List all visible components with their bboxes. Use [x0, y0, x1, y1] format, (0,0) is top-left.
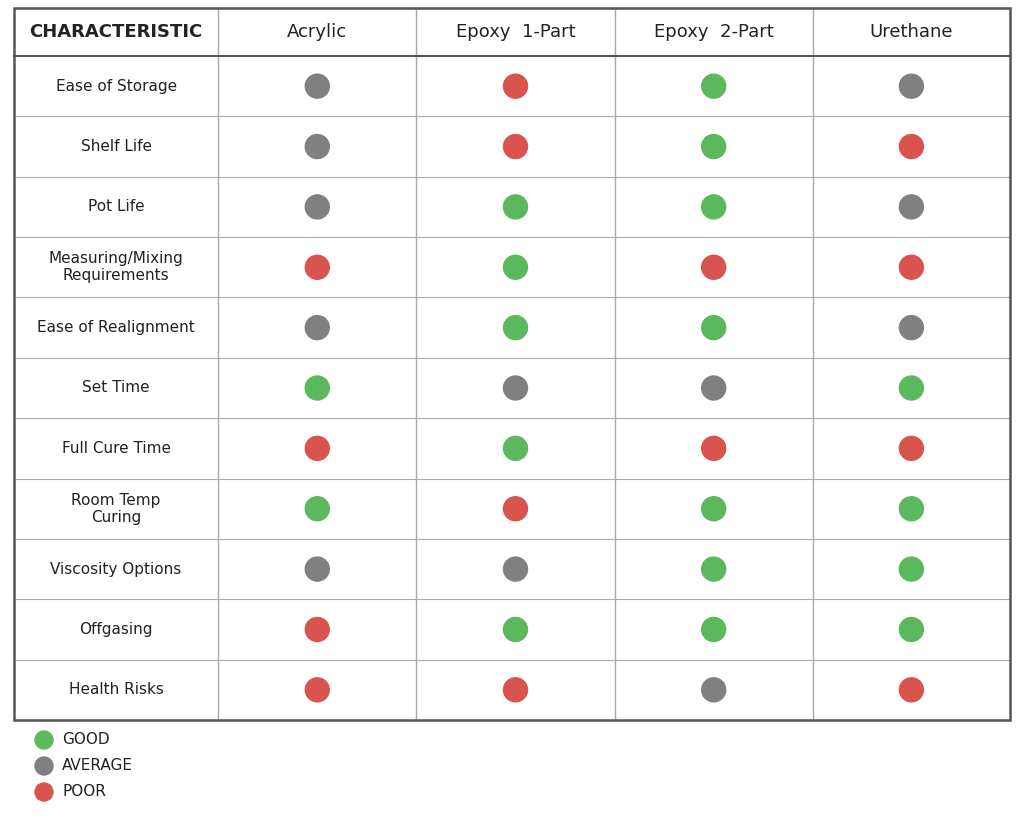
- Circle shape: [899, 678, 924, 702]
- Circle shape: [701, 557, 726, 581]
- Circle shape: [899, 436, 924, 460]
- Text: Set Time: Set Time: [82, 380, 150, 395]
- Text: POOR: POOR: [62, 785, 105, 800]
- Circle shape: [899, 557, 924, 581]
- Circle shape: [899, 255, 924, 280]
- Circle shape: [305, 255, 330, 280]
- Circle shape: [701, 74, 726, 98]
- Text: Epoxy  1-Part: Epoxy 1-Part: [456, 23, 575, 41]
- Circle shape: [305, 195, 330, 219]
- Circle shape: [504, 74, 527, 98]
- Text: Room Temp
Curing: Room Temp Curing: [72, 493, 161, 525]
- Circle shape: [35, 757, 53, 775]
- Text: Urethane: Urethane: [869, 23, 953, 41]
- Text: GOOD: GOOD: [62, 732, 110, 747]
- Text: Acrylic: Acrylic: [287, 23, 347, 41]
- Circle shape: [504, 135, 527, 159]
- Circle shape: [35, 731, 53, 749]
- Circle shape: [504, 376, 527, 400]
- Circle shape: [305, 497, 330, 521]
- Text: Measuring/Mixing
Requirements: Measuring/Mixing Requirements: [49, 251, 183, 284]
- Circle shape: [701, 255, 726, 280]
- Circle shape: [305, 557, 330, 581]
- Bar: [14, 8, 1010, 720]
- Circle shape: [504, 617, 527, 641]
- Circle shape: [899, 617, 924, 641]
- Circle shape: [305, 376, 330, 400]
- Text: Pot Life: Pot Life: [88, 200, 144, 215]
- Circle shape: [305, 74, 330, 98]
- Text: Offgasing: Offgasing: [79, 622, 153, 637]
- Circle shape: [701, 436, 726, 460]
- Text: Health Risks: Health Risks: [69, 682, 164, 697]
- Circle shape: [35, 783, 53, 801]
- Circle shape: [899, 376, 924, 400]
- Circle shape: [305, 436, 330, 460]
- Circle shape: [701, 497, 726, 521]
- Circle shape: [701, 376, 726, 400]
- Circle shape: [701, 195, 726, 219]
- Circle shape: [305, 135, 330, 159]
- Circle shape: [504, 678, 527, 702]
- Text: Full Cure Time: Full Cure Time: [61, 441, 171, 456]
- Text: Viscosity Options: Viscosity Options: [50, 562, 181, 577]
- Circle shape: [899, 74, 924, 98]
- Circle shape: [504, 557, 527, 581]
- Circle shape: [504, 436, 527, 460]
- Circle shape: [305, 315, 330, 339]
- Circle shape: [899, 315, 924, 339]
- Text: AVERAGE: AVERAGE: [62, 759, 133, 774]
- Circle shape: [899, 135, 924, 159]
- Circle shape: [305, 678, 330, 702]
- Circle shape: [305, 617, 330, 641]
- Circle shape: [701, 678, 726, 702]
- Text: Epoxy  2-Part: Epoxy 2-Part: [653, 23, 773, 41]
- Circle shape: [701, 617, 726, 641]
- Text: Shelf Life: Shelf Life: [81, 139, 152, 154]
- Circle shape: [504, 497, 527, 521]
- Circle shape: [504, 195, 527, 219]
- Text: Ease of Storage: Ease of Storage: [55, 79, 177, 94]
- Circle shape: [701, 135, 726, 159]
- Text: Ease of Realignment: Ease of Realignment: [37, 320, 195, 335]
- Circle shape: [504, 255, 527, 280]
- Text: CHARACTERISTIC: CHARACTERISTIC: [30, 23, 203, 41]
- Circle shape: [899, 497, 924, 521]
- Circle shape: [504, 315, 527, 339]
- Circle shape: [701, 315, 726, 339]
- Circle shape: [899, 195, 924, 219]
